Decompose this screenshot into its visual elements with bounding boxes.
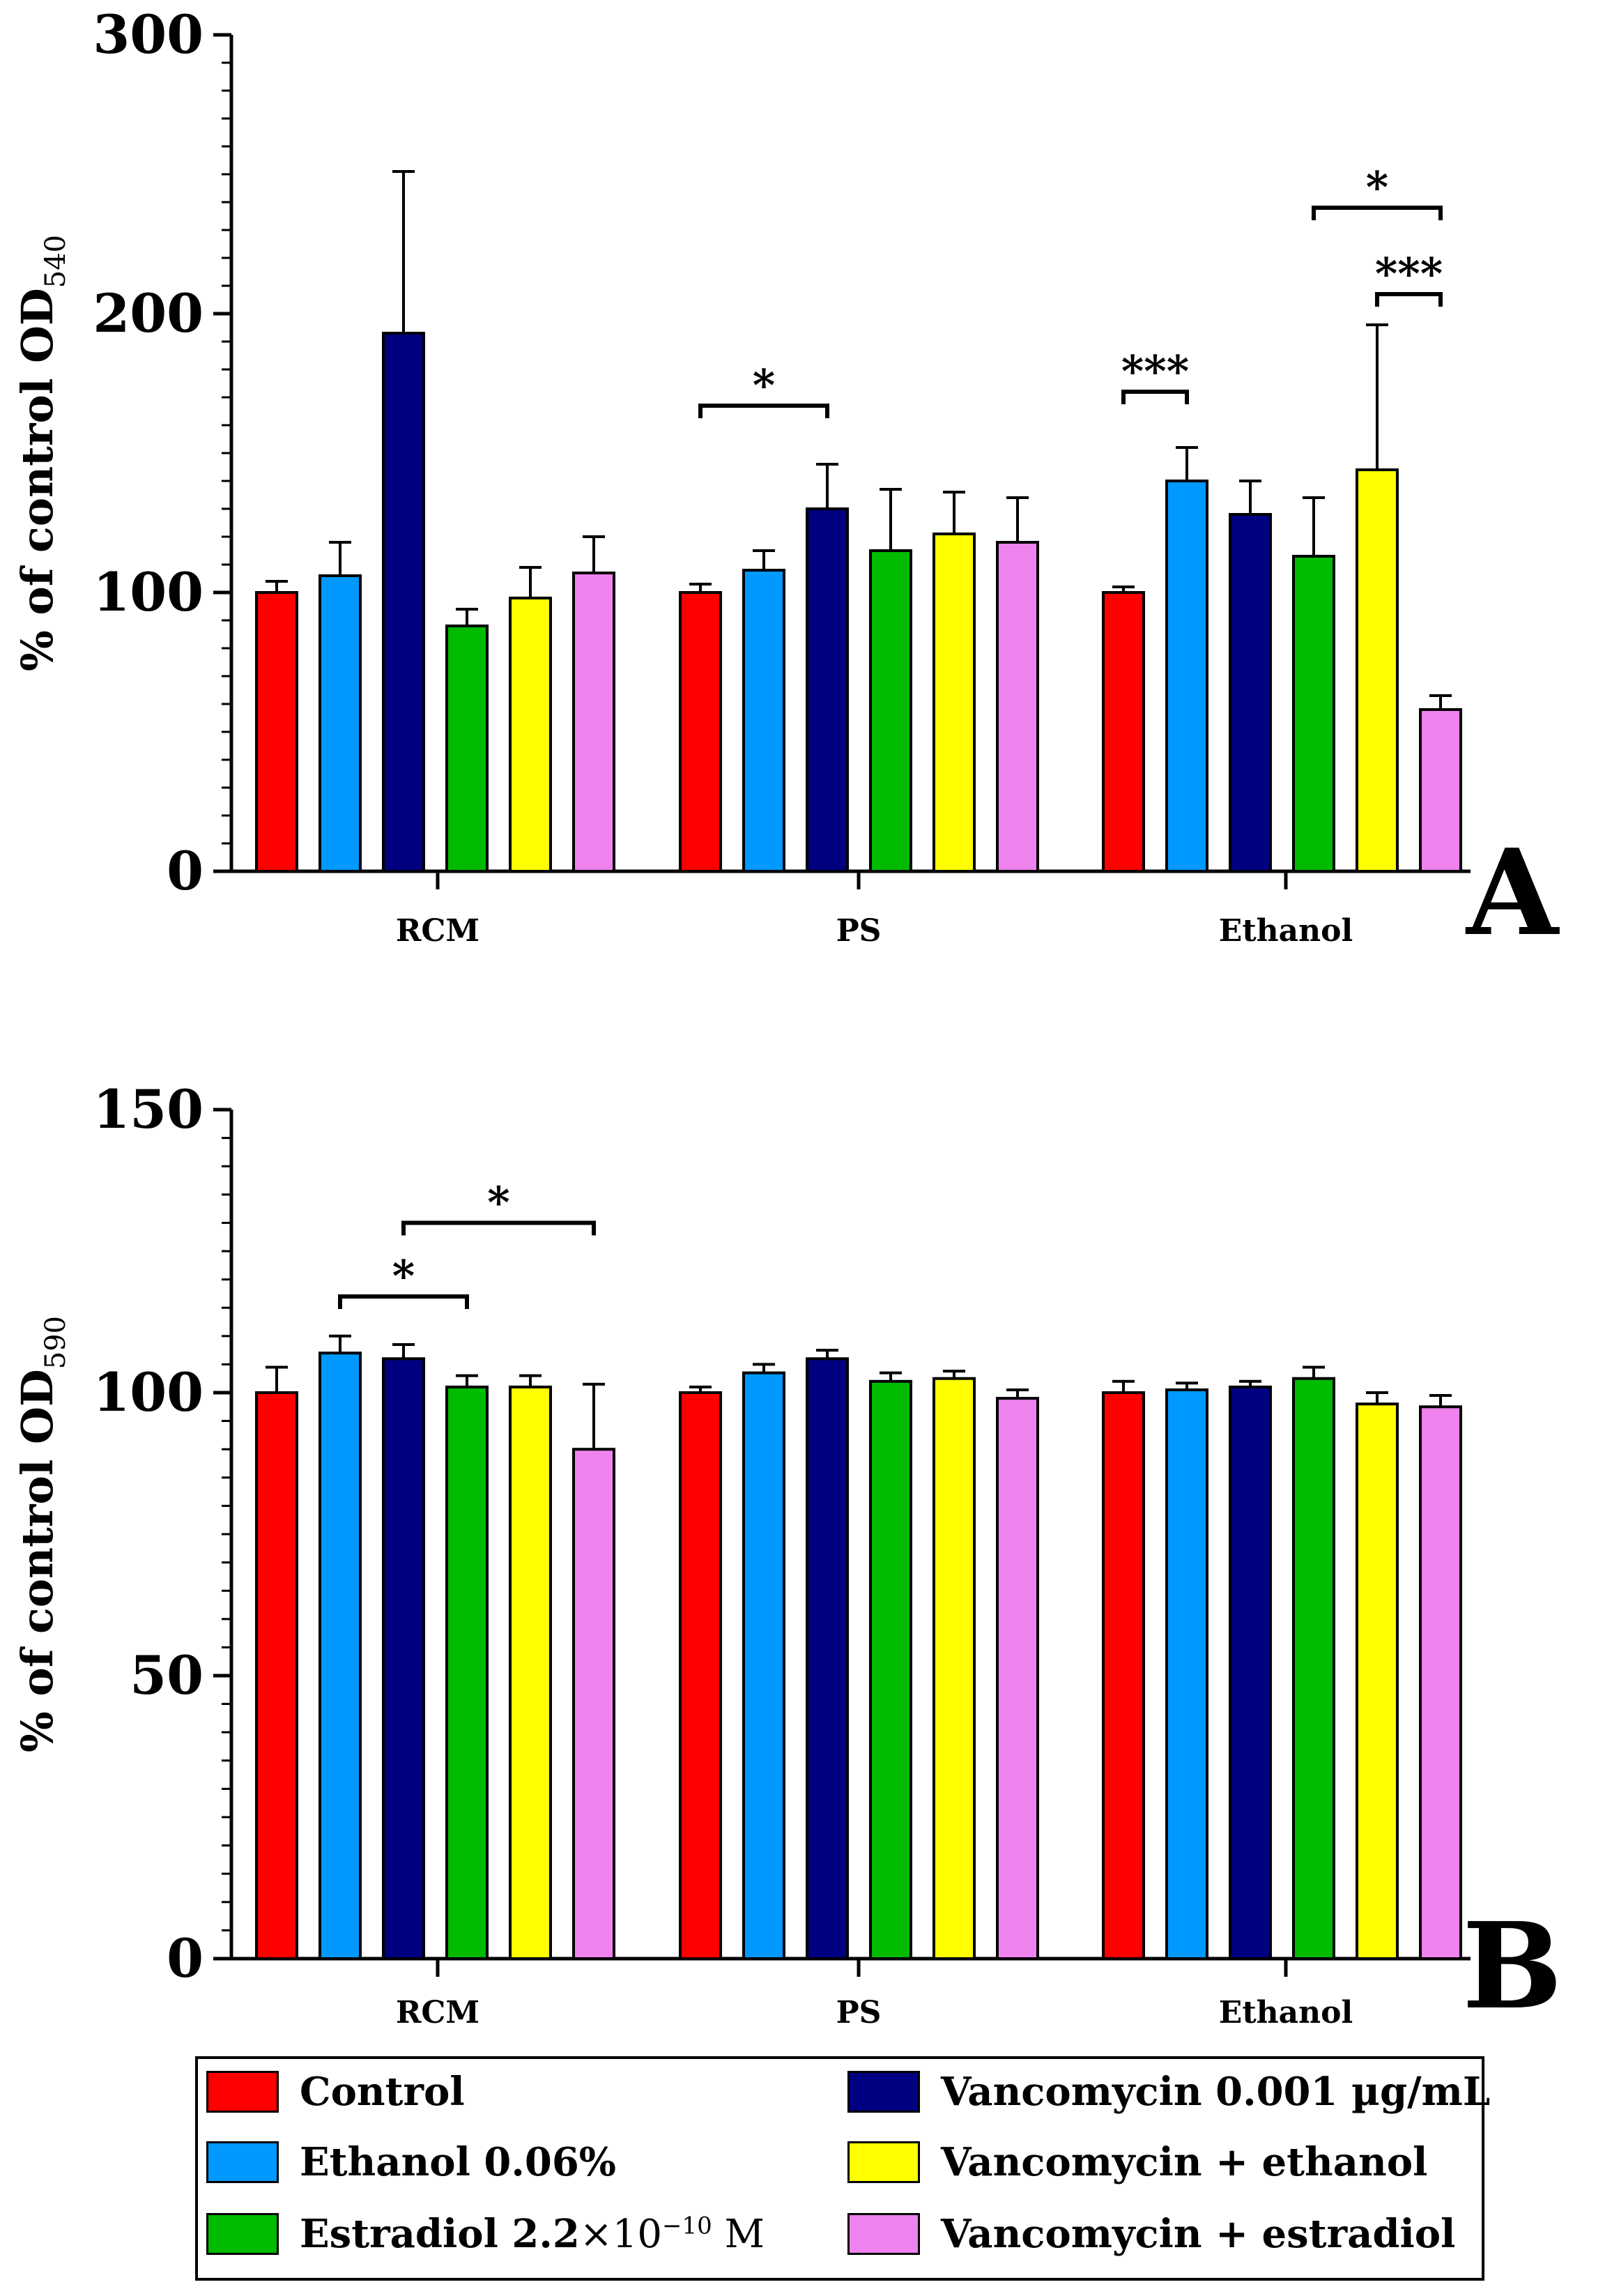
bar-Ethanol-2 <box>1229 513 1272 873</box>
significance-bracket <box>698 404 829 418</box>
legend-swatch-ethanol <box>206 2141 279 2183</box>
y-tick-label: 0 <box>167 1927 204 1989</box>
bar-Ethanol-3 <box>1292 555 1335 873</box>
legend-item-control: Control <box>206 2069 465 2115</box>
legend-swatch-vanco-estradiol <box>847 2213 920 2255</box>
significance-bracket <box>1375 292 1443 307</box>
legend-item-vanco: Vancomycin 0.001 µg/mL <box>847 2069 1490 2115</box>
significance-label: * <box>1366 162 1388 213</box>
legend-label-vanco-estradiol: Vancomycin + estradiol <box>941 2211 1456 2257</box>
bar-Ethanol-0 <box>1102 591 1145 873</box>
x-tick-label-PS: PS <box>836 1995 882 2030</box>
bar-Ethanol-1 <box>1165 480 1208 873</box>
bar-PS-4 <box>932 1377 976 1960</box>
bar-RCM-3 <box>445 625 489 873</box>
bar-RCM-0 <box>255 591 298 873</box>
legend-swatch-vanco-ethanol <box>847 2141 920 2183</box>
x-tick-label-RCM: RCM <box>396 1995 479 2030</box>
bar-RCM-1 <box>318 1352 362 1961</box>
significance-label: * <box>487 1177 509 1227</box>
legend-item-vanco-estradiol: Vancomycin + estradiol <box>847 2211 1455 2257</box>
significance-label: *** <box>1375 248 1443 299</box>
bar-Ethanol-5 <box>1419 708 1462 873</box>
bar-RCM-4 <box>509 1385 552 1960</box>
bar-PS-3 <box>869 1379 912 1960</box>
legend-estradiol-prefix: Estradiol 2.2 <box>300 2211 580 2257</box>
bar-Ethanol-5 <box>1419 1405 1462 1961</box>
bar-RCM-2 <box>382 1357 425 1960</box>
bar-PS-4 <box>932 533 976 873</box>
legend-swatch-vanco <box>847 2071 920 2113</box>
legend: Control Ethanol 0.06% Estradiol 2.2×10−1… <box>195 2056 1490 2281</box>
legend-estradiol-exp: −10 <box>662 2212 712 2240</box>
bar-RCM-0 <box>255 1391 298 1960</box>
bar-PS-2 <box>806 1357 849 1960</box>
chart-panel-A: 0 100 200 300 % of control OD540 RCM PS Ethanol… <box>12 3 1560 963</box>
x-tick-label-Ethanol: Ethanol <box>1219 1995 1353 2030</box>
legend-swatch-estradiol <box>206 2213 279 2255</box>
y-tick-label: 100 <box>93 561 204 623</box>
legend-item-vanco-ethanol: Vancomycin + ethanol <box>847 2139 1427 2185</box>
bar-PS-5 <box>996 1397 1039 1960</box>
bar-Ethanol-1 <box>1165 1388 1208 1960</box>
significance-bracket <box>1312 206 1443 220</box>
y-axis-label-text: % of control OD <box>12 288 63 671</box>
y-tick-label: 0 <box>167 840 204 902</box>
panel-label: A <box>1465 823 1560 963</box>
bar-PS-3 <box>869 549 912 873</box>
significance-bracket <box>401 1220 596 1236</box>
significance-label: * <box>392 1250 415 1301</box>
significance-label: * <box>753 360 775 411</box>
bar-PS-1 <box>742 1371 785 1960</box>
significance-bracket <box>1121 390 1189 404</box>
bar-RCM-3 <box>445 1385 489 1960</box>
bar-RCM-5 <box>572 572 615 873</box>
y-tick-label: 100 <box>93 1361 204 1423</box>
legend-label-control: Control <box>300 2069 465 2115</box>
bar-Ethanol-0 <box>1102 1391 1145 1960</box>
chart-panel-B: 0 50 100 150 % of control OD590 RCM PS Ethanol *… <box>12 1078 1563 2036</box>
bar-PS-0 <box>679 591 722 873</box>
y-axis-label-subscript: 590 <box>40 1316 72 1369</box>
y-axis-label: % of control OD590 <box>12 1316 72 1752</box>
bar-Ethanol-4 <box>1356 1402 1399 1960</box>
legend-label-vanco: Vancomycin 0.001 µg/mL <box>941 2069 1491 2115</box>
legend-estradiol-times: ×10 <box>579 2212 663 2257</box>
legend-item-ethanol: Ethanol 0.06% <box>206 2139 616 2185</box>
panel-label: B <box>1462 1897 1563 2036</box>
bar-PS-2 <box>806 507 849 873</box>
bar-RCM-5 <box>572 1448 615 1960</box>
y-tick-label: 50 <box>130 1644 204 1706</box>
legend-swatch-control <box>206 2071 279 2113</box>
bar-Ethanol-4 <box>1356 468 1399 873</box>
significance-label: *** <box>1121 346 1189 397</box>
bar-RCM-1 <box>318 574 362 873</box>
bar-PS-0 <box>679 1391 722 1960</box>
x-tick-label-PS: PS <box>836 913 882 949</box>
bar-Ethanol-3 <box>1292 1377 1335 1960</box>
y-tick-label: 150 <box>93 1078 204 1140</box>
bar-RCM-2 <box>382 332 425 873</box>
legend-label-vanco-ethanol: Vancomycin + ethanol <box>941 2139 1428 2185</box>
significance-bracket <box>338 1294 469 1309</box>
y-tick-label: 300 <box>93 3 204 66</box>
legend-item-estradiol: Estradiol 2.2×10−10 M <box>206 2211 765 2257</box>
bar-Ethanol-2 <box>1229 1385 1272 1960</box>
legend-estradiol-unit: M <box>712 2212 765 2257</box>
bar-PS-5 <box>996 541 1039 873</box>
y-axis-label: % of control OD540 <box>12 235 72 671</box>
x-tick-label-RCM: RCM <box>396 913 479 949</box>
x-tick-label-Ethanol: Ethanol <box>1219 913 1353 949</box>
y-tick-label: 200 <box>93 282 204 344</box>
legend-label-estradiol: Estradiol 2.2×10−10 M <box>300 2211 765 2257</box>
bar-RCM-4 <box>509 597 552 873</box>
y-axis-label-text: % of control OD <box>12 1369 63 1752</box>
legend-label-ethanol: Ethanol 0.06% <box>300 2139 616 2185</box>
y-axis-label-subscript: 540 <box>40 235 72 288</box>
bar-PS-1 <box>742 569 785 873</box>
